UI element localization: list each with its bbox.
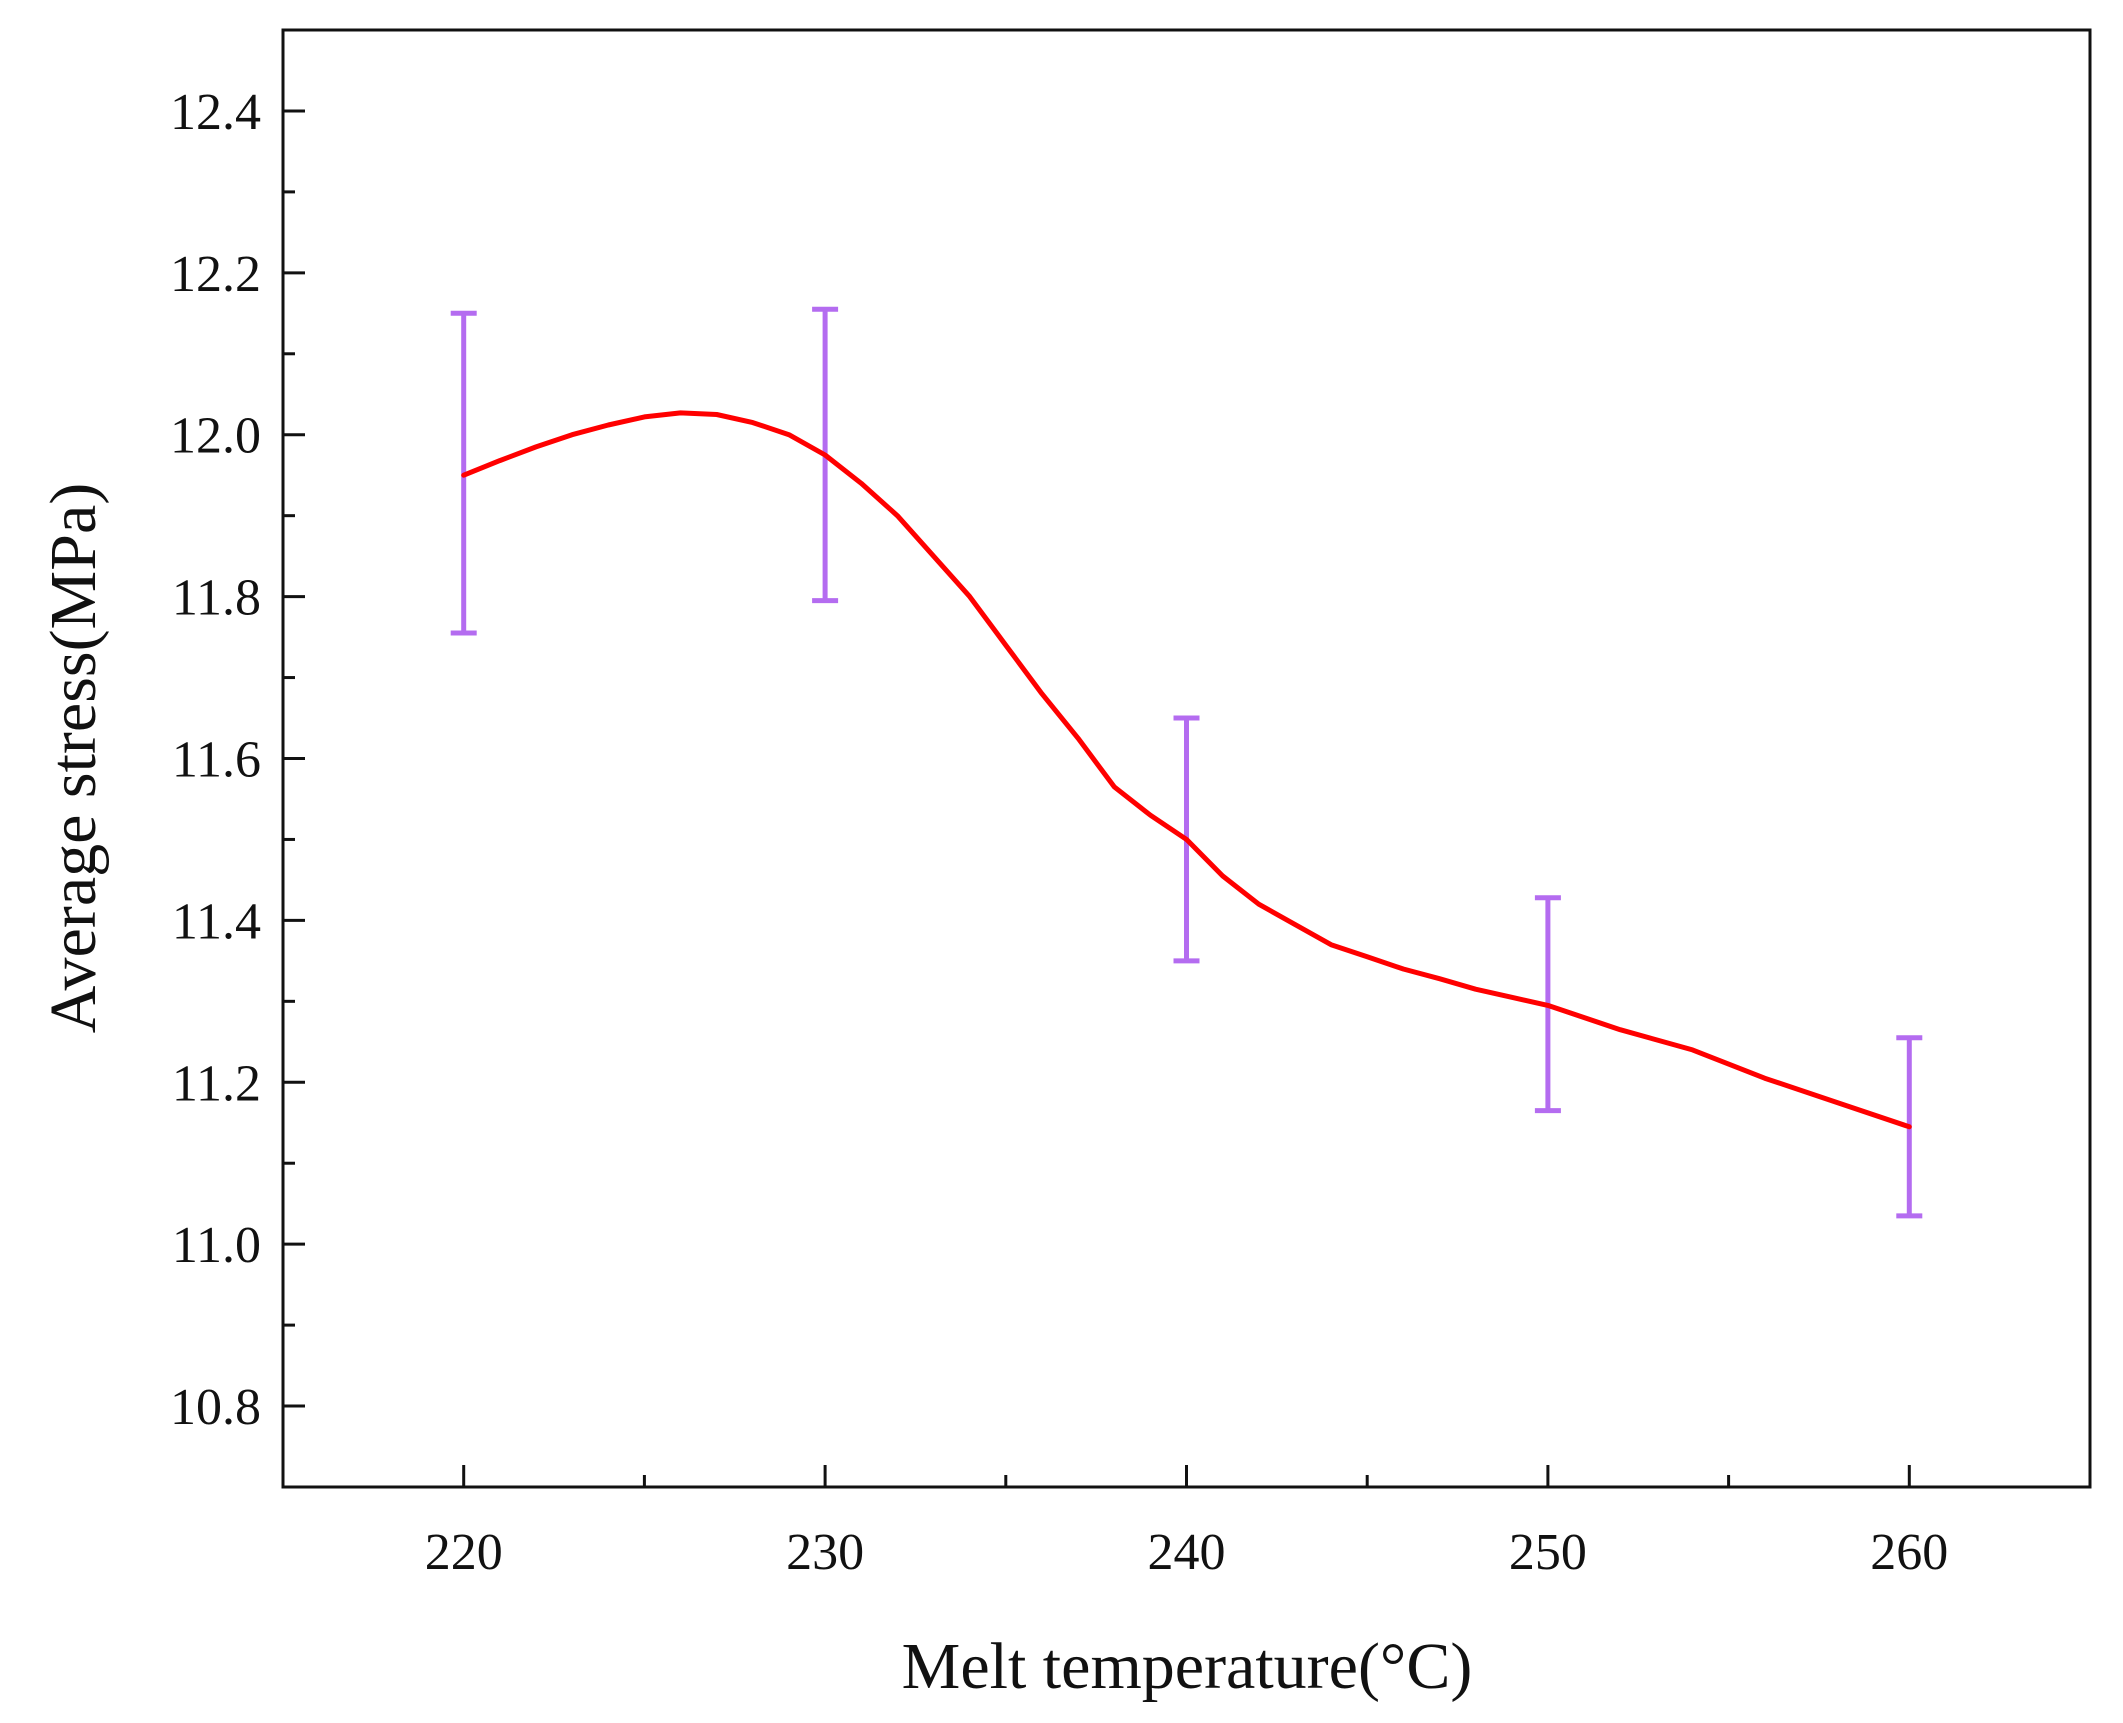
x-axis-ticks <box>462 1465 1911 1487</box>
series-line <box>461 410 1912 1130</box>
y-tick-label: 12.0 <box>170 408 261 465</box>
y-axis-ticks <box>283 109 305 1408</box>
y-tick-label: 12.2 <box>170 246 261 303</box>
x-axis-tick-labels: 220 230 240 250 260 <box>425 1524 1949 1581</box>
y-tick-label: 11.4 <box>172 893 261 950</box>
x-tick-label: 240 <box>1148 1524 1226 1581</box>
y-tick-label: 11.6 <box>172 732 261 789</box>
y-axis-tick-labels: 10.8 11.0 11.2 11.4 11.6 11.8 12.0 12.2 12.4 <box>170 84 261 1436</box>
x-tick-label: 220 <box>425 1524 503 1581</box>
series-layer <box>450 306 1923 1219</box>
x-axis-title: Melt temperature(°C) <box>902 1630 1473 1703</box>
y-tick-label: 11.0 <box>172 1217 261 1274</box>
y-tick-label: 11.8 <box>172 570 261 627</box>
y-axis-title: Average stress(MPa) <box>37 483 110 1033</box>
y-tick-label: 10.8 <box>170 1379 261 1436</box>
x-tick-label: 230 <box>786 1524 864 1581</box>
x-tick-label: 250 <box>1509 1524 1587 1581</box>
y-tick-label: 12.4 <box>170 84 261 141</box>
y-tick-label: 11.2 <box>172 1055 261 1112</box>
x-tick-label: 260 <box>1870 1524 1948 1581</box>
